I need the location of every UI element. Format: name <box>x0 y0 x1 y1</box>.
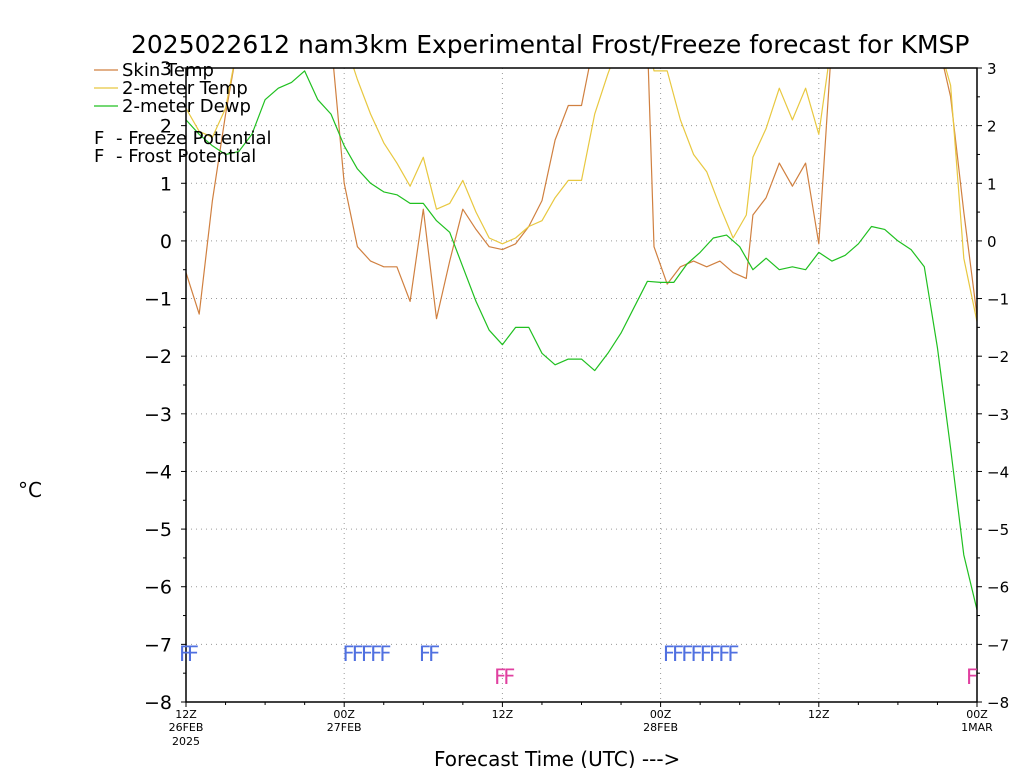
freeze-flag: F <box>503 665 515 689</box>
y-tick-label-right: 3 <box>987 60 997 78</box>
y-tick-label-right: −6 <box>987 579 1009 597</box>
y-tick-label-left: −4 <box>144 461 172 483</box>
frost-flag: F <box>718 642 730 666</box>
frost-flag: F <box>352 642 364 666</box>
y-tick-label-right: −3 <box>987 406 1009 424</box>
freeze-flag: F <box>494 665 506 689</box>
y-tick-label-right: −7 <box>987 636 1009 654</box>
frost-flag: F <box>428 642 440 666</box>
y-tick-label-left: −6 <box>144 577 172 599</box>
legend-flag-label: - Frost Potential <box>116 146 256 167</box>
plot-frame <box>185 67 978 703</box>
y-tick-label-left: 1 <box>160 173 172 195</box>
x-tick-label-time: 12Z <box>175 708 197 721</box>
series-layer <box>186 68 977 610</box>
series-line-2-meter-temp <box>186 68 977 322</box>
y-tick-label-left: −3 <box>144 404 172 426</box>
x-tick-label-date: 1MAR <box>961 721 993 734</box>
y-tick-label-right: 1 <box>987 175 997 193</box>
x-axis-label: Forecast Time (UTC) ---> <box>434 747 680 768</box>
frost-flag: F <box>187 642 199 666</box>
frost-flag: F <box>709 642 721 666</box>
freeze-flag: F <box>966 665 978 689</box>
y-tick-label-right: −5 <box>987 521 1009 539</box>
y-tick-label-right: −2 <box>987 348 1009 366</box>
frost-flag: F <box>179 642 191 666</box>
x-tick-label-time: 12Z <box>492 708 514 721</box>
frost-flag: F <box>700 642 712 666</box>
legend-flag-symbol: F <box>94 128 104 149</box>
y-tick-label-left: −5 <box>144 519 172 541</box>
grid-lines <box>186 68 977 702</box>
x-tick-label-year: 2025 <box>172 735 200 748</box>
y-tick-label-left: −7 <box>144 634 172 656</box>
legend-item-label: 2-meter Temp <box>122 78 248 99</box>
y-tick-label-right: −4 <box>987 463 1009 481</box>
legend-item-label: 2-meter Dewp <box>122 96 251 117</box>
frost-flag: F <box>727 642 739 666</box>
frost-flag: F <box>419 642 431 666</box>
y-tick-label-right: 0 <box>987 233 997 251</box>
y-tick-label-left: −1 <box>144 289 172 311</box>
x-tick-label-time: 00Z <box>966 708 988 721</box>
y-tick-label-right: −1 <box>987 291 1009 309</box>
legend-item-label: Skin Temp <box>122 60 214 81</box>
y-tick-label-right: −8 <box>987 694 1009 712</box>
y-tick-label-left: −8 <box>144 692 172 714</box>
x-tick-label-date: 28FEB <box>643 721 678 734</box>
y-tick-label-left: −2 <box>144 346 172 368</box>
y-tick-label-right: 2 <box>987 118 997 136</box>
frost-flag: F <box>672 642 684 666</box>
series-line-skin-temp <box>186 68 977 320</box>
y-tick-label-left: 2 <box>160 116 172 138</box>
x-tick-label-time: 12Z <box>808 708 830 721</box>
frost-flag: F <box>663 642 675 666</box>
frost-flag: F <box>681 642 693 666</box>
frost-flag: F <box>342 642 354 666</box>
x-tick-label-time: 00Z <box>333 708 355 721</box>
series-line-2-meter-dewp <box>186 70 977 610</box>
x-tick-label-date: 26FEB <box>169 721 204 734</box>
y-tick-label-left: 3 <box>160 58 172 80</box>
legend-flag-symbol: F <box>94 146 104 167</box>
frost-flag: F <box>361 642 373 666</box>
y-axis-unit-label: °C <box>18 478 42 502</box>
x-tick-label-date: 27FEB <box>327 721 362 734</box>
y-axis-ticks: −8 −8 −7 −7 −6 −6 −5 −5 −4 −4 −3 −3 −2 −2 −1 −1 0 0 1 1 2 2 3 3 <box>144 58 1009 714</box>
x-tick-label-time: 00Z <box>650 708 672 721</box>
legend-flag-label: - Freeze Potential <box>116 128 272 149</box>
frost-flag: F <box>379 642 391 666</box>
chart-title: 2025022612 nam3km Experimental Frost/Fre… <box>131 30 969 59</box>
y-tick-label-left: 0 <box>160 231 172 253</box>
frost-flag: F <box>691 642 703 666</box>
frost-flag: F <box>370 642 382 666</box>
